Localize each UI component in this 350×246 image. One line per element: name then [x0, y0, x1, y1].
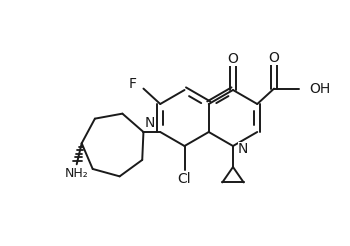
- Text: O: O: [268, 51, 280, 65]
- Text: OH: OH: [309, 82, 330, 96]
- Text: Cl: Cl: [178, 172, 191, 186]
- Text: N: N: [145, 116, 155, 130]
- Text: N: N: [238, 142, 248, 156]
- Text: O: O: [228, 52, 238, 66]
- Text: F: F: [128, 77, 136, 91]
- Text: NH₂: NH₂: [65, 167, 89, 180]
